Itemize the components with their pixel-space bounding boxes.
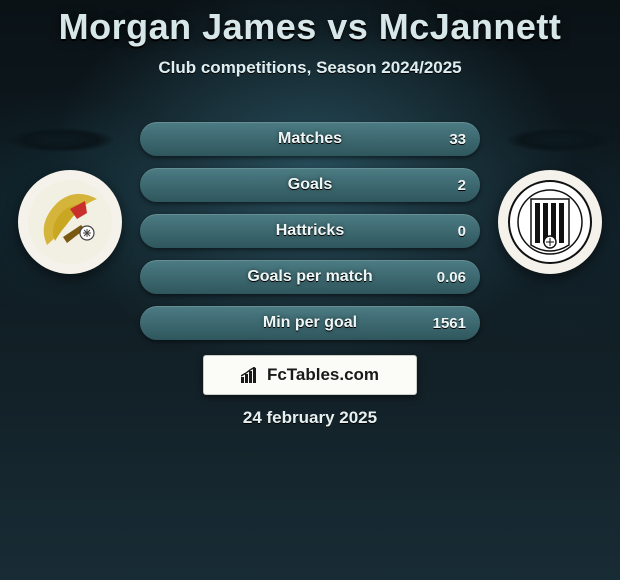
stats-container: Matches 33 Goals 2 Hattricks 0 Goals per…	[140, 122, 480, 352]
season-subtitle: Club competitions, Season 2024/2025	[0, 58, 620, 78]
crest-right-icon	[507, 179, 593, 265]
club-logo-right	[498, 170, 602, 274]
stat-row-matches: Matches 33	[140, 122, 480, 156]
brand-badge[interactable]: FcTables.com	[203, 355, 417, 395]
stat-right-value: 2	[426, 168, 466, 202]
stat-row-goals: Goals 2	[140, 168, 480, 202]
brand-text: FcTables.com	[267, 365, 379, 385]
stat-right-value: 33	[426, 122, 466, 156]
stat-row-goals-per-match: Goals per match 0.06	[140, 260, 480, 294]
comparison-date: 24 february 2025	[0, 408, 620, 428]
page-title: Morgan James vs McJannett	[0, 6, 620, 48]
club-logo-left	[18, 170, 122, 274]
stat-right-value: 0	[426, 214, 466, 248]
club-shadow-right	[506, 128, 612, 152]
stat-right-value: 1561	[426, 306, 466, 340]
stat-right-value: 0.06	[426, 260, 466, 294]
club-shadow-left	[8, 128, 114, 152]
crest-left-icon	[27, 179, 113, 265]
comparison-card: Morgan James vs McJannett Club competiti…	[0, 0, 620, 580]
stat-row-hattricks: Hattricks 0	[140, 214, 480, 248]
stat-row-min-per-goal: Min per goal 1561	[140, 306, 480, 340]
bar-chart-icon	[241, 367, 261, 383]
